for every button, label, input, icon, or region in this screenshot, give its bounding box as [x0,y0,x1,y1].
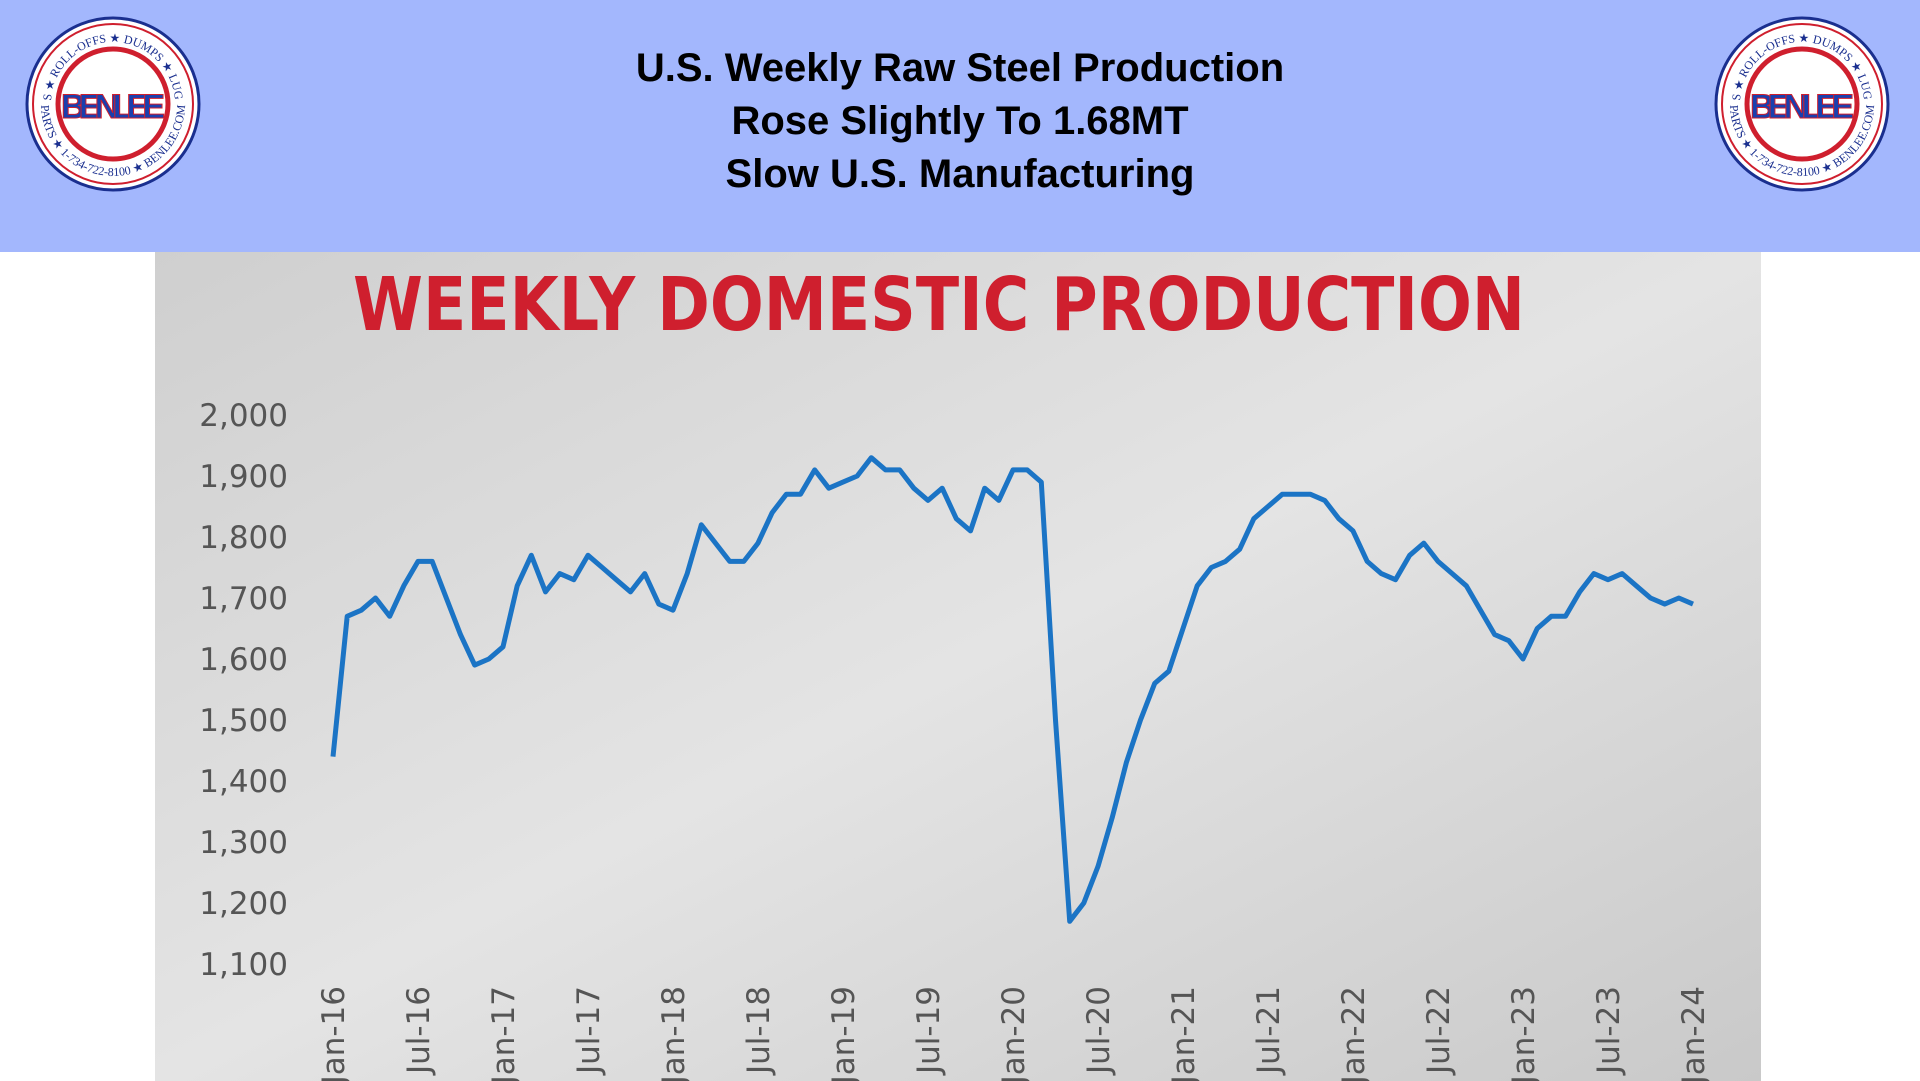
y-tick-label: 1,400 [199,764,288,800]
x-tick-label: Jan-18 [656,986,692,1081]
logo: TARPS ★ ROLL-OFFS ★ DUMPS ★ LUGGERS PART… [1714,16,1890,192]
x-tick-label: Jan-17 [486,986,522,1081]
x-tick-label: Jul-16 [401,986,437,1076]
x-tick-label: Jul-22 [1421,986,1457,1076]
logo-name: BENLEE [61,88,165,126]
x-tick-label: Jul-17 [571,986,607,1076]
chart-panel [155,252,1761,1081]
x-tick-label: Jan-20 [996,986,1032,1081]
x-tick-label: Jan-19 [826,986,862,1081]
x-tick-label: Jul-20 [1081,986,1117,1076]
y-tick-label: 1,600 [199,642,288,678]
chart-title: WEEKLY DOMESTIC PRODUCTION [353,262,1525,348]
header-line: Slow U.S. Manufacturing [726,152,1195,196]
logo: TARPS ★ ROLL-OFFS ★ DUMPS ★ LUGGERS PART… [25,16,201,192]
x-tick-label: Jan-16 [316,986,352,1081]
x-tick-label: Jan-23 [1506,986,1542,1081]
header-band [0,0,1920,252]
x-tick-label: Jul-23 [1591,986,1627,1076]
logo-name: BENLEE [1750,88,1854,126]
y-tick-label: 2,000 [199,398,288,434]
y-tick-label: 1,800 [199,520,288,556]
x-tick-label: Jul-21 [1251,986,1287,1076]
data-line [330,455,1694,924]
x-tick-label: Jan-24 [1676,986,1712,1081]
y-tick-label: 1,700 [199,581,288,617]
y-tick-label: 1,100 [199,947,288,983]
y-tick-label: 1,200 [199,886,288,922]
y-tick-label: 1,900 [199,459,288,495]
y-tick-label: 1,500 [199,703,288,739]
x-tick-label: Jul-18 [741,986,777,1076]
x-tick-label: Jul-19 [911,986,947,1076]
x-tick-label: Jan-21 [1166,986,1202,1081]
y-tick-label: 1,300 [199,825,288,861]
header-line: U.S. Weekly Raw Steel Production [636,46,1284,90]
x-tick-label: Jan-22 [1336,986,1372,1081]
header-line: Rose Slightly To 1.68MT [731,99,1188,143]
